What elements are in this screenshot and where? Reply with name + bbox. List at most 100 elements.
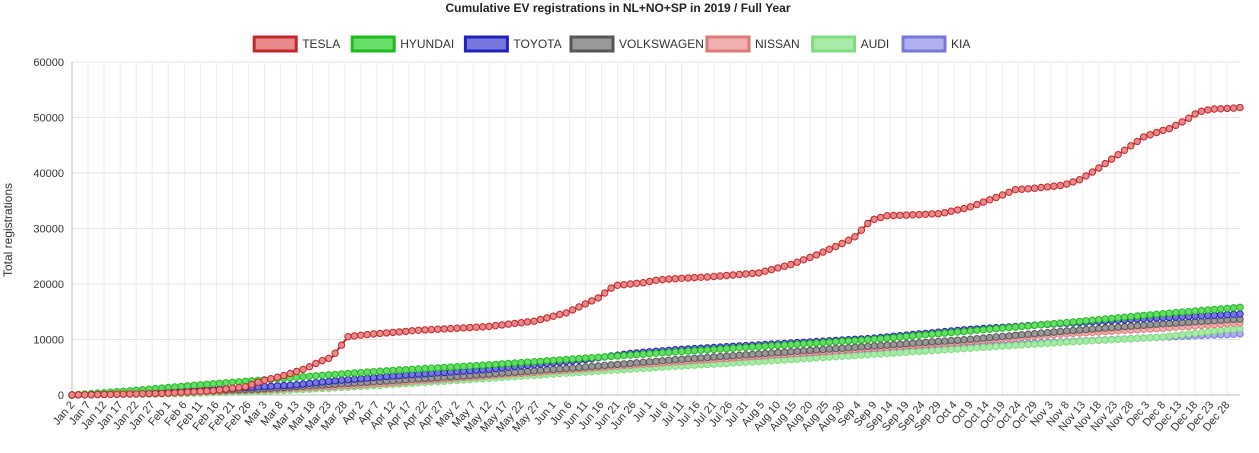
legend-swatch: [811, 35, 857, 53]
legend-item-toyota[interactable]: TOYOTA: [463, 35, 562, 53]
data-point: [1056, 319, 1065, 327]
data-point: [870, 335, 878, 343]
data-point: [921, 331, 930, 339]
data-point: [1140, 334, 1148, 342]
data-point: [626, 359, 634, 368]
data-point: [690, 354, 699, 363]
data-point: [832, 344, 840, 353]
data-point: [729, 271, 737, 279]
data-point: [1050, 328, 1058, 336]
data-point: [748, 269, 756, 278]
data-point: [1030, 321, 1039, 329]
legend-item-nissan[interactable]: NISSAN: [705, 35, 800, 53]
data-point: [973, 335, 981, 343]
data-point: [966, 327, 975, 335]
data-point: [588, 362, 596, 371]
legend[interactable]: TESLA HYUNDAI TOYOTA VOLKSWAGEN NISSAN AUDI KI…: [252, 35, 970, 53]
data-point: [1185, 307, 1193, 316]
data-point: [183, 388, 192, 396]
data-point: [607, 352, 615, 361]
data-point: [998, 332, 1007, 341]
legend-item-volkswagen[interactable]: VOLKSWAGEN: [569, 35, 704, 53]
data-point: [1101, 315, 1109, 323]
data-point: [671, 348, 679, 356]
data-point: [1018, 322, 1026, 331]
data-point: [658, 275, 667, 284]
data-point: [876, 341, 885, 350]
data-point: [286, 381, 294, 389]
legend-item-kia[interactable]: KIA: [901, 35, 970, 53]
data-point: [710, 345, 718, 354]
data-point: [1107, 336, 1116, 344]
data-point: [934, 346, 943, 354]
data-point: [1236, 310, 1244, 318]
data-point: [344, 333, 352, 341]
data-point: [960, 336, 968, 344]
data-point: [222, 379, 230, 387]
data-point: [357, 374, 365, 383]
data-point: [1152, 128, 1161, 137]
data-point: [491, 321, 500, 330]
data-point: [697, 346, 705, 354]
data-point: [1114, 314, 1122, 322]
data-point: [755, 350, 763, 358]
data-point: [453, 324, 461, 332]
data-point: [556, 310, 564, 319]
data-point: [498, 321, 506, 329]
legend-swatch: [350, 35, 396, 53]
data-point: [1095, 315, 1103, 324]
data-point: [273, 382, 282, 390]
data-point: [543, 314, 551, 322]
data-point: [421, 364, 429, 373]
data-point: [504, 359, 513, 368]
y-tick-label: 30000: [33, 224, 64, 236]
data-point: [793, 340, 801, 348]
data-point: [620, 351, 628, 360]
data-point: [254, 378, 262, 386]
data-point: [613, 352, 622, 360]
data-point: [703, 346, 711, 354]
data-point: [735, 270, 744, 279]
legend-item-tesla[interactable]: TESLA: [252, 35, 340, 53]
data-point: [748, 343, 756, 351]
data-point: [966, 335, 975, 343]
data-point: [857, 226, 866, 234]
data-point: [806, 253, 814, 262]
data-point: [119, 390, 128, 398]
data-point: [979, 198, 987, 206]
data-point: [921, 210, 930, 219]
data-point: [1172, 331, 1180, 340]
data-point: [1043, 183, 1052, 191]
legend-item-audi[interactable]: AUDI: [811, 35, 890, 53]
data-point: [755, 342, 763, 351]
data-point: [607, 284, 615, 292]
data-point: [844, 352, 853, 360]
data-point: [1069, 338, 1077, 346]
data-point: [305, 372, 314, 380]
data-point: [620, 281, 628, 289]
data-point: [408, 365, 416, 373]
data-point: [1043, 339, 1052, 347]
data-point: [838, 344, 846, 352]
data-point: [164, 389, 173, 397]
data-point: [1197, 306, 1206, 315]
data-point: [665, 348, 673, 357]
data-point: [325, 371, 333, 379]
series-tesla: [68, 103, 1244, 399]
data-point: [626, 351, 634, 359]
data-point: [427, 364, 436, 372]
data-point: [806, 339, 814, 348]
data-point: [363, 368, 371, 376]
legend-label: TOYOTA: [513, 37, 561, 51]
data-point: [1133, 312, 1142, 320]
data-point: [222, 385, 230, 393]
legend-item-hyundai[interactable]: HYUNDAI: [350, 35, 454, 53]
data-point: [883, 334, 891, 342]
data-point: [639, 350, 647, 358]
data-point: [799, 340, 808, 348]
data-point: [941, 346, 949, 354]
data-point: [1133, 334, 1142, 343]
data-point: [171, 389, 179, 397]
data-point: [710, 272, 718, 281]
